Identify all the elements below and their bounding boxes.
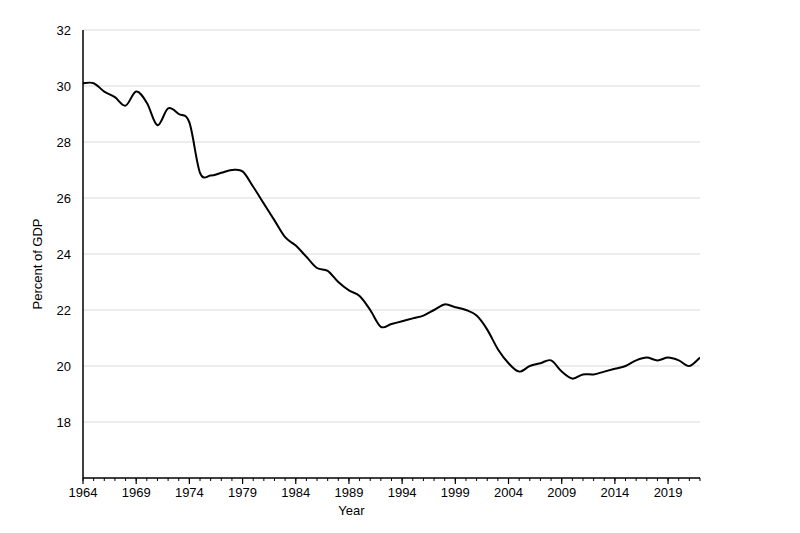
x-tick-label: 1979 <box>228 485 257 500</box>
y-tick-label: 32 <box>57 23 71 38</box>
grid-line <box>83 198 700 199</box>
x-minor-tick <box>285 478 286 481</box>
grid-line <box>83 142 700 143</box>
x-tick-label: 1964 <box>69 485 98 500</box>
x-tick-label: 1974 <box>175 485 204 500</box>
x-minor-tick <box>444 478 445 481</box>
x-tick <box>82 478 83 484</box>
data-line <box>83 83 700 379</box>
grid-line <box>83 310 700 311</box>
x-tick <box>667 478 668 484</box>
grid-line <box>83 366 700 367</box>
x-tick <box>189 478 190 484</box>
x-tick <box>136 478 137 484</box>
x-tick <box>561 478 562 484</box>
x-tick <box>295 478 296 484</box>
chart: 18 20 22 24 26 28 30 32 1964 1969 1974 1979 1984 1989… <box>0 0 800 533</box>
x-minor-tick <box>221 478 222 481</box>
x-minor-tick <box>412 478 413 481</box>
x-minor-tick <box>327 478 328 481</box>
x-tick-label: 2019 <box>654 485 683 500</box>
x-minor-tick <box>178 478 179 481</box>
x-minor-tick <box>125 478 126 481</box>
x-tick-label: 2004 <box>494 485 523 500</box>
x-minor-tick <box>380 478 381 481</box>
y-tick-label: 30 <box>57 79 71 94</box>
x-minor-tick <box>263 478 264 481</box>
x-minor-tick <box>593 478 594 481</box>
y-axis <box>82 30 84 478</box>
x-minor-tick <box>93 478 94 481</box>
y-axis-title: Percent of GDP <box>30 218 45 309</box>
y-tick-label: 24 <box>57 247 71 262</box>
x-tick-label: 1984 <box>281 485 310 500</box>
grid-line <box>83 254 700 255</box>
x-tick <box>455 478 456 484</box>
x-tick <box>402 478 403 484</box>
x-tick <box>508 478 509 484</box>
x-minor-tick <box>625 478 626 481</box>
x-minor-tick <box>519 478 520 481</box>
plot-area <box>83 83 700 379</box>
x-minor-tick <box>104 478 105 481</box>
x-minor-tick <box>157 478 158 481</box>
x-minor-tick <box>700 478 701 481</box>
x-minor-tick <box>476 478 477 481</box>
x-minor-tick <box>678 478 679 481</box>
x-tick <box>614 478 615 484</box>
x-minor-tick <box>274 478 275 481</box>
x-minor-tick <box>487 478 488 481</box>
x-minor-tick <box>434 478 435 481</box>
x-minor-tick <box>529 478 530 481</box>
x-minor-tick <box>604 478 605 481</box>
x-tick <box>348 478 349 484</box>
x-minor-tick <box>689 478 690 481</box>
x-tick-label: 2014 <box>600 485 629 500</box>
x-minor-tick <box>551 478 552 481</box>
y-tick-label: 22 <box>57 303 71 318</box>
x-tick-label: 1999 <box>441 485 470 500</box>
grid-line <box>83 30 700 31</box>
x-minor-tick <box>497 478 498 481</box>
x-minor-tick <box>657 478 658 481</box>
x-tick-label: 1989 <box>334 485 363 500</box>
y-tick-label: 26 <box>57 191 71 206</box>
x-minor-tick <box>168 478 169 481</box>
y-tick-label: 28 <box>57 135 71 150</box>
x-minor-tick <box>370 478 371 481</box>
x-minor-tick <box>572 478 573 481</box>
x-tick-label: 2009 <box>547 485 576 500</box>
x-minor-tick <box>253 478 254 481</box>
x-minor-tick <box>465 478 466 481</box>
x-minor-tick <box>210 478 211 481</box>
x-minor-tick <box>306 478 307 481</box>
x-minor-tick <box>391 478 392 481</box>
x-tick-label: 1994 <box>388 485 417 500</box>
x-minor-tick <box>338 478 339 481</box>
grid-line <box>83 422 700 423</box>
x-axis-title: Year <box>338 503 365 518</box>
x-minor-tick <box>646 478 647 481</box>
x-minor-tick <box>200 478 201 481</box>
y-tick-label: 20 <box>57 359 71 374</box>
x-minor-tick <box>582 478 583 481</box>
x-minor-tick <box>231 478 232 481</box>
x-minor-tick <box>317 478 318 481</box>
x-minor-tick <box>114 478 115 481</box>
grid-line <box>83 86 700 87</box>
x-minor-tick <box>423 478 424 481</box>
x-tick-label: 1969 <box>122 485 151 500</box>
x-minor-tick <box>359 478 360 481</box>
x-minor-tick <box>146 478 147 481</box>
y-tick-label: 18 <box>57 415 71 430</box>
x-minor-tick <box>540 478 541 481</box>
x-tick <box>242 478 243 484</box>
x-minor-tick <box>636 478 637 481</box>
